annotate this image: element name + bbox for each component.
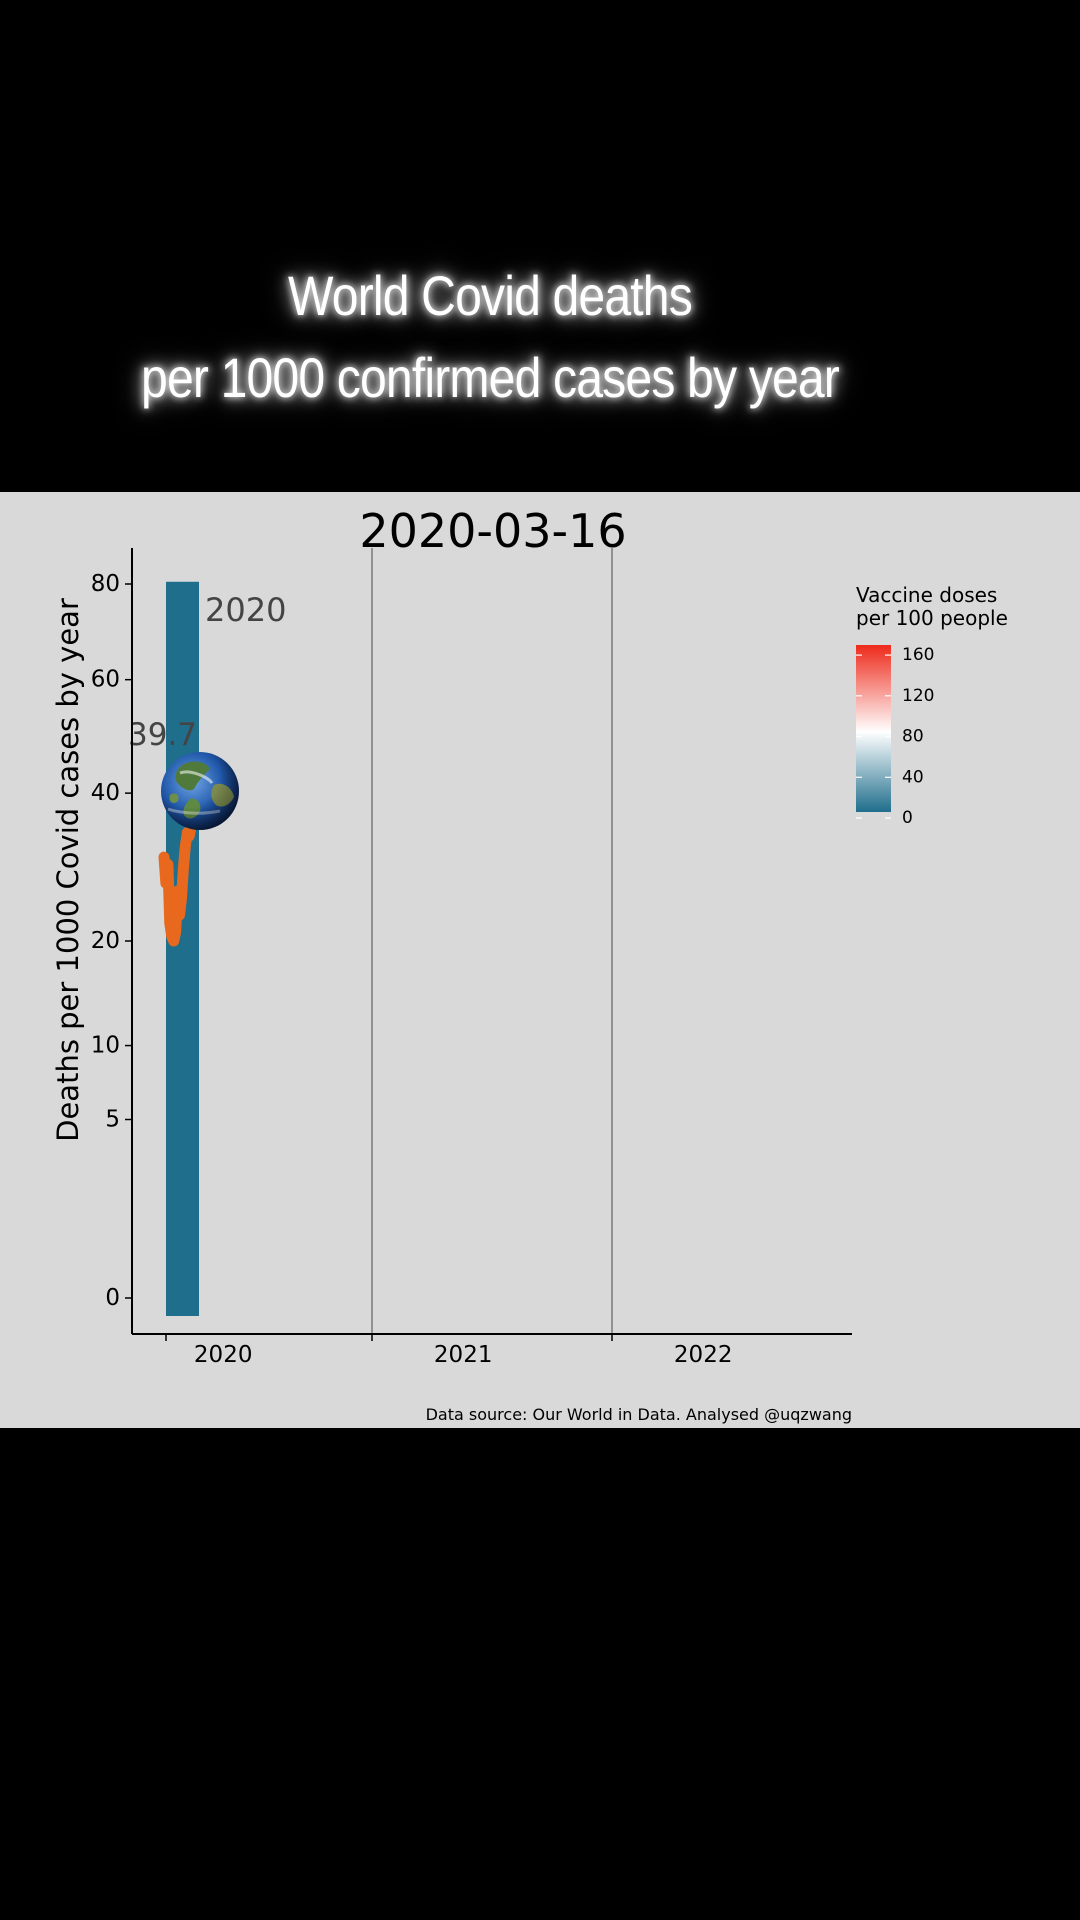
y-axis: 0 5 10 20 40 60 80 xyxy=(91,548,133,1334)
headline-line-1: World Covid deaths xyxy=(288,264,693,327)
legend-tick-label-0: 0 xyxy=(902,808,913,828)
headline-line-2: per 1000 confirmed cases by year xyxy=(141,346,840,409)
video-headline: World Covid deaths per 1000 confirmed ca… xyxy=(69,255,912,419)
legend-tick-label-80: 80 xyxy=(902,727,924,747)
legend-tick-label-40: 40 xyxy=(902,767,924,787)
y-tick-label-40: 40 xyxy=(91,780,120,806)
year-divider-lines xyxy=(371,548,613,1334)
legend-title-line-1: Vaccine doses xyxy=(856,583,997,607)
earth-globe-icon xyxy=(161,752,239,831)
y-tick-label-5: 5 xyxy=(105,1107,120,1133)
bars: 2020 xyxy=(166,581,286,1316)
y-tick-label-60: 60 xyxy=(91,667,120,693)
legend-color-bar xyxy=(856,645,891,812)
x-tick-label-2022: 2022 xyxy=(674,1342,733,1368)
trend-line-path xyxy=(158,810,201,947)
legend-title-line-2: per 100 people xyxy=(856,606,1008,630)
y-axis-title: Deaths per 1000 Covid cases by year xyxy=(51,598,85,1142)
y-tick-label-10: 10 xyxy=(91,1033,120,1059)
chart-panel: 2020-03-16 2020 39.7 0 5 10 20 40 60 80 2020 20… xyxy=(0,492,1080,1428)
bar-2020 xyxy=(166,581,199,1316)
legend-tick-label-160: 160 xyxy=(902,645,934,665)
data-source-caption: Data source: Our World in Data. Analysed… xyxy=(426,1405,852,1424)
chart-title: 2020-03-16 xyxy=(359,504,626,558)
y-tick-label-0: 0 xyxy=(105,1285,120,1311)
legend-tick-label-120: 120 xyxy=(902,686,934,706)
y-tick-label-20: 20 xyxy=(91,928,120,954)
trend-line xyxy=(158,810,201,947)
y-tick-label-80: 80 xyxy=(91,571,120,597)
x-tick-label-2021: 2021 xyxy=(434,1342,493,1368)
x-tick-label-2020: 2020 xyxy=(194,1342,253,1368)
legend-ticks: 160 120 80 40 0 xyxy=(856,645,934,828)
bar-label-2020: 2020 xyxy=(205,591,286,629)
color-legend: Vaccine doses per 100 people 160 120 80 40 0 xyxy=(856,583,1008,828)
x-axis: 2020 2021 2022 xyxy=(132,1333,852,1368)
current-value-label: 39.7 xyxy=(128,717,197,753)
